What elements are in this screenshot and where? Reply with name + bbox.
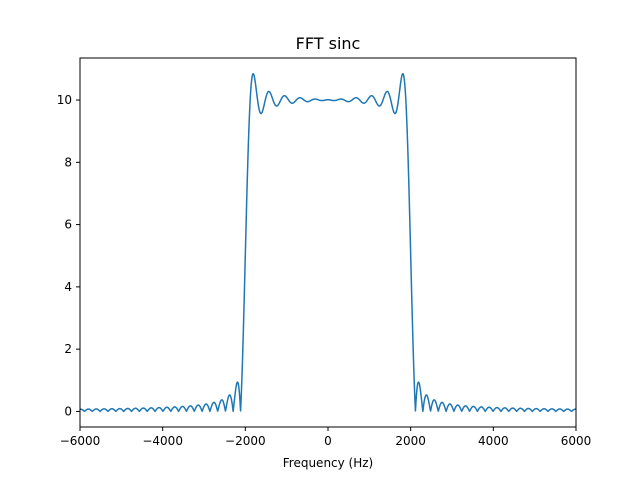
y-tick-label: 6 xyxy=(64,218,72,232)
series-line-0 xyxy=(80,73,576,413)
chart-title: FFT sinc xyxy=(296,34,361,53)
x-axis: −6000 −4000 −2000 0 2000 4000 6000 xyxy=(60,427,592,448)
x-axis-label: Frequency (Hz) xyxy=(283,456,374,470)
x-tick-label: 4000 xyxy=(478,434,509,448)
x-tick-label: −2000 xyxy=(225,434,266,448)
y-tick-label: 0 xyxy=(64,404,72,418)
y-axis: 0 2 4 6 8 10 xyxy=(57,93,80,418)
x-tick-label: −4000 xyxy=(142,434,183,448)
series-layer xyxy=(80,73,576,413)
x-tick-label: 6000 xyxy=(561,434,592,448)
x-tick-label: −6000 xyxy=(60,434,101,448)
y-tick-label: 4 xyxy=(64,280,72,294)
x-tick-label: 2000 xyxy=(395,434,426,448)
y-tick-label: 2 xyxy=(64,342,72,356)
y-tick-label: 10 xyxy=(57,93,72,107)
y-tick-label: 8 xyxy=(64,155,72,169)
x-tick-label: 0 xyxy=(324,434,332,448)
